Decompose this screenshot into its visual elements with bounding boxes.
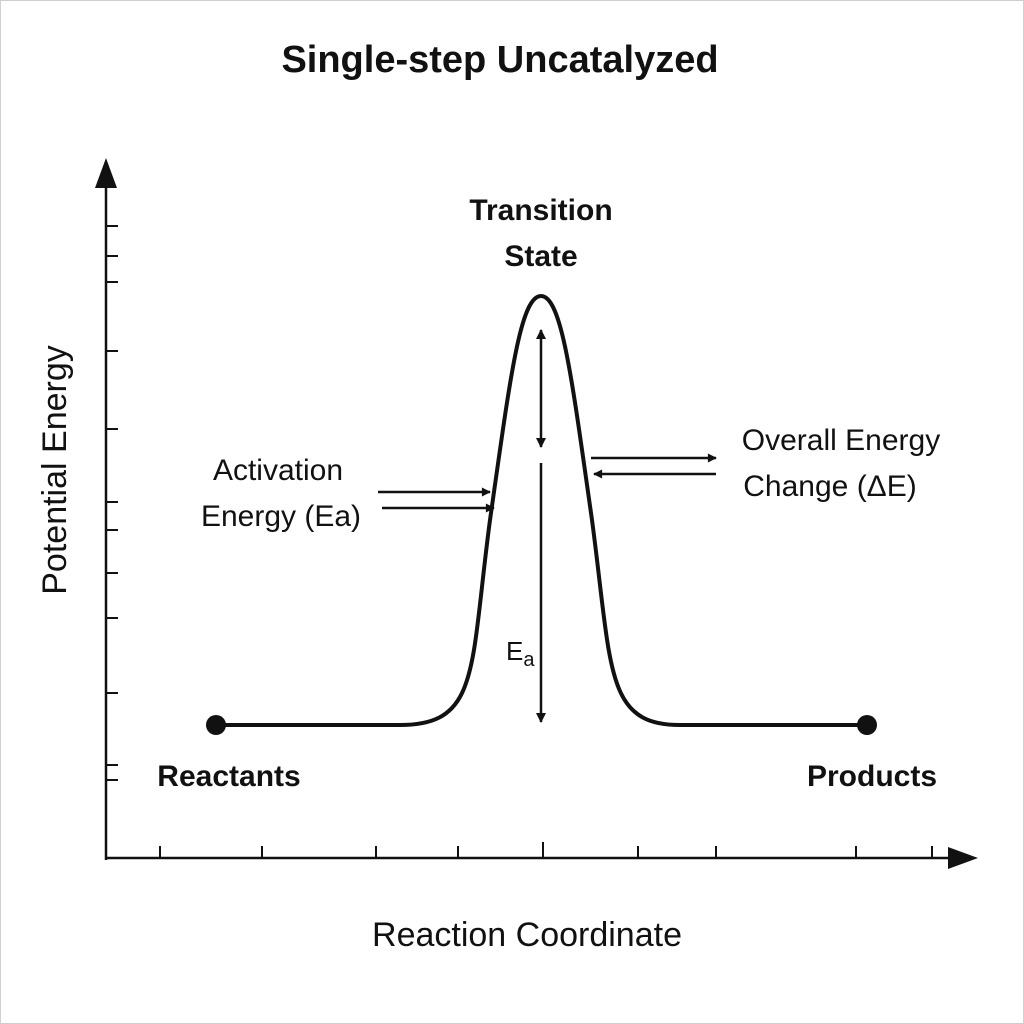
ea-label: Ea [506, 636, 535, 671]
y-axis-ticks [106, 225, 118, 781]
transition-state-label-line1: Transition [469, 194, 612, 227]
x-axis-arrowhead [948, 847, 978, 869]
activation-label-line1: Activation [213, 454, 343, 487]
transition-state-label-line2: State [504, 240, 577, 273]
ea-label-subscript: a [523, 649, 535, 671]
overall-label-line2: Change (ΔE) [743, 470, 916, 503]
y-axis-label: Potential Energy [36, 345, 74, 595]
y-axis-arrowhead [95, 158, 117, 188]
x-axis-ticks [159, 842, 933, 858]
reactants-point [206, 715, 226, 735]
products-label: Products [807, 760, 937, 793]
overall-label-line1: Overall Energy [742, 424, 940, 457]
x-axis-label: Reaction Coordinate [372, 916, 682, 954]
products-point [857, 715, 877, 735]
ea-label-main: E [506, 636, 523, 666]
energy-profile-curve [216, 294, 867, 727]
diagram-title: Single-step Uncatalyzed [281, 39, 718, 81]
axes [95, 158, 978, 869]
reactants-label: Reactants [157, 760, 300, 793]
activation-label-line2: Energy (Ea) [201, 500, 361, 533]
